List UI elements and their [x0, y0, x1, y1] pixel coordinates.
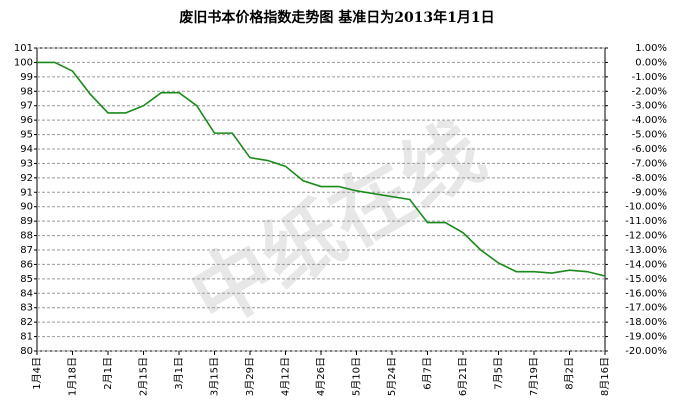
y-tick-label: 90 [20, 202, 33, 213]
x-tick-label: 7月19日 [528, 357, 540, 396]
y-tick-label: 89 [20, 216, 33, 227]
y2-tick-label: -4.00% [632, 115, 667, 126]
y-tick-label: 87 [20, 245, 33, 256]
y-tick-label: 94 [20, 144, 33, 155]
y-tick-label: 97 [20, 101, 33, 112]
y2-tick-label: 0.00% [635, 57, 667, 68]
x-tick-label: 2月15日 [138, 357, 150, 396]
y-tick-label: 80 [20, 346, 33, 357]
y2-tick-label: 1.00% [635, 43, 667, 54]
y2-tick-label: -7.00% [632, 158, 667, 169]
y-tick-label: 99 [20, 72, 33, 83]
y-tick-label: 81 [20, 332, 33, 343]
y2-tick-label: -1.00% [632, 72, 667, 83]
x-tick-label: 8月2日 [564, 357, 576, 390]
y-tick-label: 101 [14, 43, 33, 54]
x-tick-label: 1月18日 [67, 357, 79, 396]
x-tick-label: 6月21日 [457, 357, 469, 396]
y2-tick-label: -10.00% [625, 202, 667, 213]
y-tick-label: 96 [20, 115, 33, 126]
x-tick-label: 8月16日 [599, 357, 611, 396]
x-tick-label: 6月7日 [422, 357, 434, 390]
y-tick-label: 85 [20, 274, 33, 285]
y2-tick-label: -20.00% [625, 346, 667, 357]
y2-tick-label: -12.00% [625, 231, 667, 242]
y-tick-label: 92 [20, 173, 33, 184]
y2-tick-label: -3.00% [632, 101, 667, 112]
y-tick-label: 93 [20, 158, 33, 169]
y2-tick-label: -14.00% [625, 259, 667, 270]
y-tick-label: 82 [20, 317, 33, 328]
y-tick-label: 95 [20, 130, 33, 141]
chart-title: 废旧书本价格指数走势图 基准日为2013年1月1日 [179, 9, 494, 26]
line-series [37, 61, 606, 277]
y-tick-label: 83 [20, 303, 33, 314]
x-tick-label: 3月29日 [244, 357, 256, 396]
x-tick-label: 5月24日 [386, 357, 398, 396]
y-tick-label: 84 [20, 288, 33, 299]
y2-tick-label: -13.00% [625, 245, 667, 256]
y-tick-label: 100 [14, 57, 33, 68]
y-tick-label: 86 [20, 259, 33, 270]
y2-tick-label: -8.00% [632, 173, 667, 184]
y2-tick-label: -18.00% [625, 317, 667, 328]
y2-tick-label: -6.00% [632, 144, 667, 155]
x-tick-label: 7月5日 [493, 357, 505, 390]
y2-tick-label: -11.00% [625, 216, 667, 227]
y2-tick-label: -9.00% [632, 187, 667, 198]
y2-tick-label: -17.00% [625, 303, 667, 314]
y-tick-label: 98 [20, 86, 33, 97]
x-tick-label: 1月4日 [31, 357, 43, 390]
y2-tick-label: -19.00% [625, 332, 667, 343]
x-tick-label: 2月1日 [102, 357, 114, 390]
x-tick-label: 4月12日 [280, 357, 292, 396]
y2-tick-label: -16.00% [625, 288, 667, 299]
x-tick-label: 3月15日 [209, 357, 221, 396]
y2-tick-label: -15.00% [625, 274, 667, 285]
y-tick-label: 88 [20, 231, 33, 242]
x-tick-label: 5月10日 [351, 357, 363, 396]
x-tick-label: 3月1日 [173, 357, 185, 390]
y2-tick-label: -2.00% [632, 86, 667, 97]
y2-tick-label: -5.00% [632, 130, 667, 141]
x-tick-label: 4月26日 [315, 357, 327, 396]
y-tick-label: 91 [20, 187, 33, 198]
